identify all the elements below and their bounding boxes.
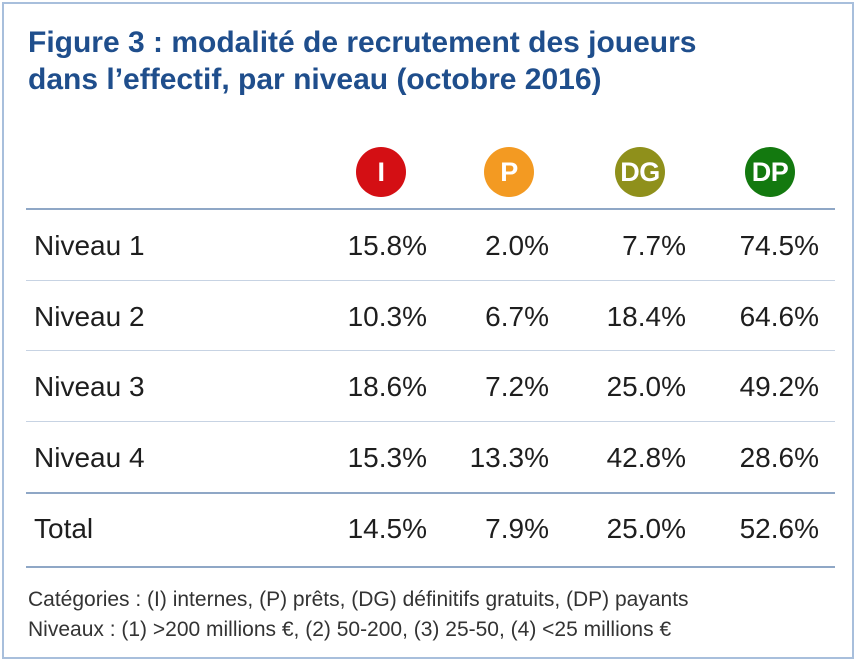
badge-prets: P	[484, 147, 534, 197]
cell-niveau-3-dp: 49.2%	[739, 371, 819, 402]
cell-niveau-2-i: 10.3%	[347, 301, 427, 332]
badge-internes-label: I	[377, 156, 385, 187]
row-label-niveau-3: Niveau 3	[34, 371, 145, 402]
cell-niveau-4-dg: 42.8%	[606, 442, 686, 473]
badge-definitifs-gratuits: DG	[615, 147, 665, 197]
row-label-total: Total	[34, 513, 94, 544]
cell-total-p: 7.9%	[485, 513, 549, 544]
total-rule	[26, 492, 835, 494]
cell-niveau-3-p: 7.2%	[485, 371, 549, 402]
row-label-niveau-1: Niveau 1	[34, 230, 145, 261]
badge-internes: I	[356, 147, 406, 197]
cell-niveau-3-i: 18.6%	[347, 371, 427, 402]
cell-total-dp: 52.6%	[739, 513, 819, 544]
row-label-niveau-2: Niveau 2	[34, 301, 145, 332]
cell-niveau-4-p: 13.3%	[469, 442, 549, 473]
badge-definitifs-payants: DP	[745, 147, 795, 197]
badge-prets-label: P	[500, 156, 518, 187]
title-line-1: Figure 3 : modalité de recrutement des j…	[28, 26, 697, 59]
cell-total-i: 14.5%	[347, 513, 427, 544]
row-divider	[26, 350, 835, 351]
cell-niveau-2-dp: 64.6%	[739, 301, 819, 332]
categories-footnote: Catégories : (I) internes, (P) prêts, (D…	[28, 588, 689, 611]
cell-niveau-1-i: 15.8%	[347, 230, 427, 261]
table-header-rule	[26, 208, 835, 210]
cell-niveau-1-dg: 7.7%	[622, 230, 686, 261]
cell-total-dg: 25.0%	[606, 513, 686, 544]
row-divider	[26, 280, 835, 281]
figure-title: Figure 3 : modalité de recrutement des j…	[28, 24, 828, 98]
cell-niveau-1-dp: 74.5%	[739, 230, 819, 261]
cell-niveau-4-i: 15.3%	[347, 442, 427, 473]
row-divider	[26, 421, 835, 422]
title-line-2: dans l’effectif, par niveau (octobre 201…	[28, 63, 602, 96]
cell-niveau-2-dg: 18.4%	[606, 301, 686, 332]
cell-niveau-3-dg: 25.0%	[606, 371, 686, 402]
table-bottom-rule	[26, 566, 835, 568]
badge-dg-label: DG	[620, 156, 660, 187]
cell-niveau-1-p: 2.0%	[485, 230, 549, 261]
row-label-niveau-4: Niveau 4	[34, 442, 145, 473]
cell-niveau-2-p: 6.7%	[485, 301, 549, 332]
levels-footnote: Niveaux : (1) >200 millions €, (2) 50-20…	[28, 618, 672, 641]
cell-niveau-4-dp: 28.6%	[739, 442, 819, 473]
badge-dp-label: DP	[751, 156, 789, 187]
